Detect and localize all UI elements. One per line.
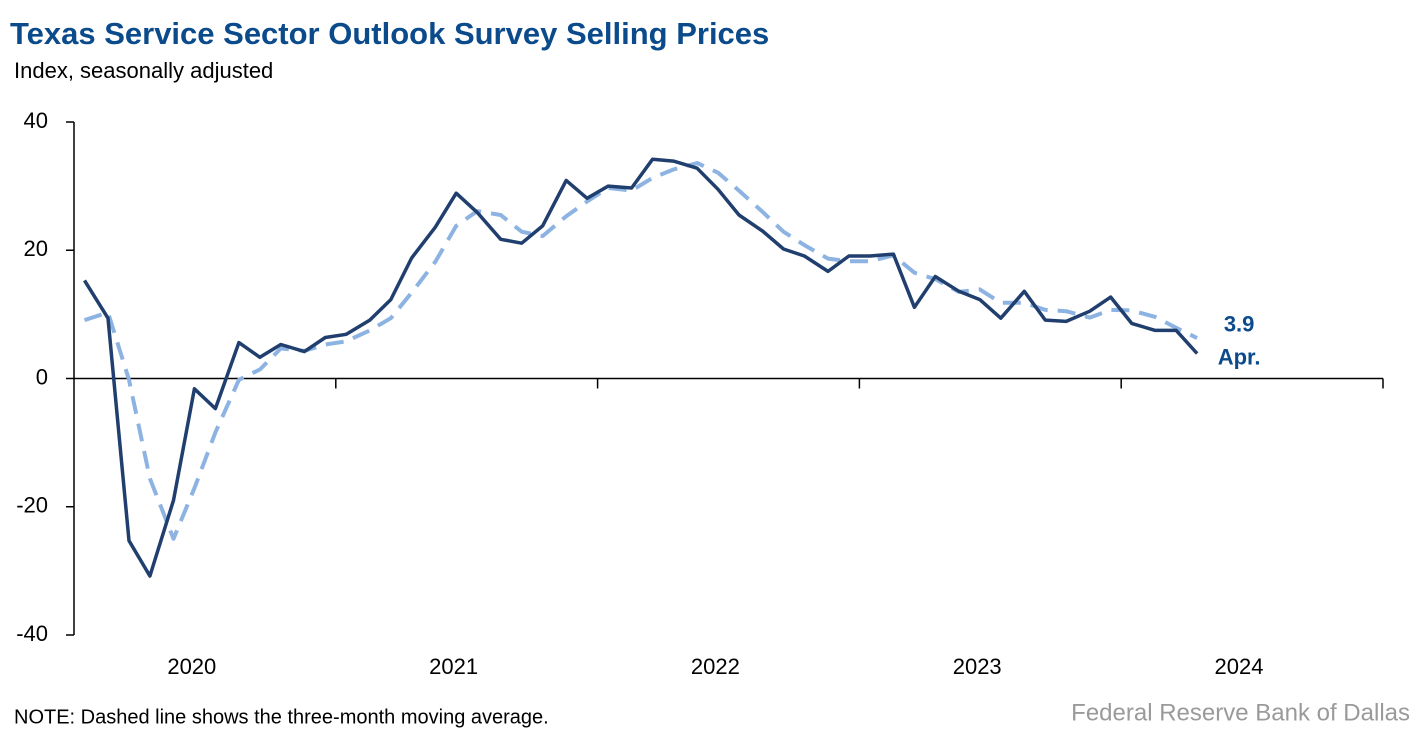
annotation: Apr. <box>1218 344 1261 369</box>
chart-title: Texas Service Sector Outlook Survey Sell… <box>10 16 769 51</box>
y-tick-label: -40 <box>16 621 48 646</box>
note: NOTE: Dashed line shows the three-month … <box>14 706 549 728</box>
annotation: 3.9 <box>1224 311 1255 336</box>
x-tick-label: 2020 <box>167 654 216 679</box>
y-tick-label: 0 <box>36 364 48 389</box>
source: Federal Reserve Bank of Dallas <box>1071 699 1410 726</box>
y-tick-label: 20 <box>24 236 48 261</box>
y-tick-label: 40 <box>24 108 48 133</box>
y-tick-label: -20 <box>16 493 48 518</box>
line-series <box>83 157 1199 578</box>
x-tick-label: 2021 <box>429 654 478 679</box>
chart-subtitle: Index, seasonally adjusted <box>14 58 273 83</box>
x-tick-label: 2023 <box>953 654 1002 679</box>
x-tick-label: 2024 <box>1215 654 1264 679</box>
x-tick-label: 2022 <box>691 654 740 679</box>
